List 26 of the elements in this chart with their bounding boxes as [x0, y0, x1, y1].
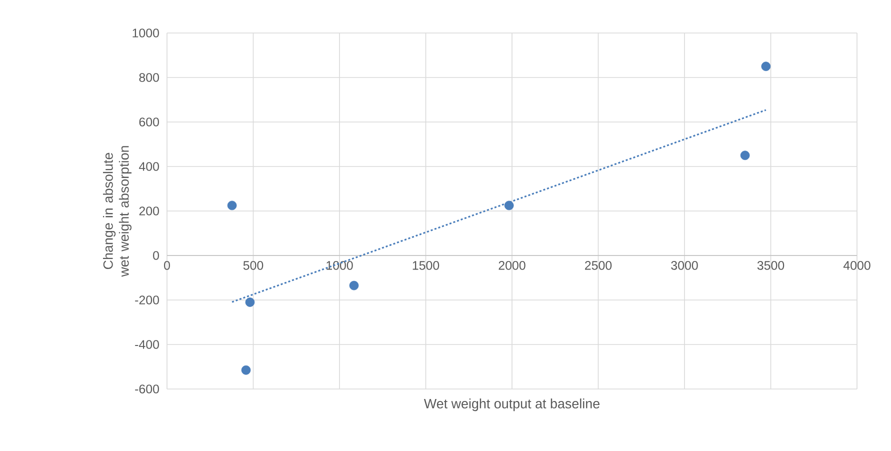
y-tick-label: 200 [139, 206, 159, 216]
x-tick-label: 1500 [412, 261, 440, 270]
x-tick-label: 4000 [843, 261, 870, 270]
point [241, 365, 251, 375]
y-tick-label: 600 [139, 118, 159, 126]
x-tick-label: 3000 [671, 261, 698, 270]
y-tick-label: 800 [139, 73, 159, 82]
x-tick-label: 2000 [498, 261, 526, 270]
point [349, 280, 359, 290]
y-tick-label: 0 [153, 251, 159, 260]
y-tick-label: -200 [135, 296, 159, 304]
y-tick-label: 1000 [132, 28, 159, 38]
x-tick-label: 0 [164, 261, 170, 270]
x-axis-title: Wet weight output at baseline [424, 398, 600, 412]
point [227, 200, 237, 210]
point [504, 200, 514, 210]
point [761, 62, 771, 72]
x-tick-label: 3500 [757, 261, 784, 270]
y-tick-label: -600 [135, 384, 159, 394]
y-tick-label: -400 [135, 340, 159, 349]
x-tick-label: 2500 [585, 261, 612, 270]
x-tick-label: 500 [243, 261, 264, 270]
point [740, 150, 750, 160]
y-axis-title: Change in absolute wet weight absorption [103, 146, 132, 277]
y-tick-label: 400 [138, 162, 159, 171]
point [245, 298, 255, 307]
